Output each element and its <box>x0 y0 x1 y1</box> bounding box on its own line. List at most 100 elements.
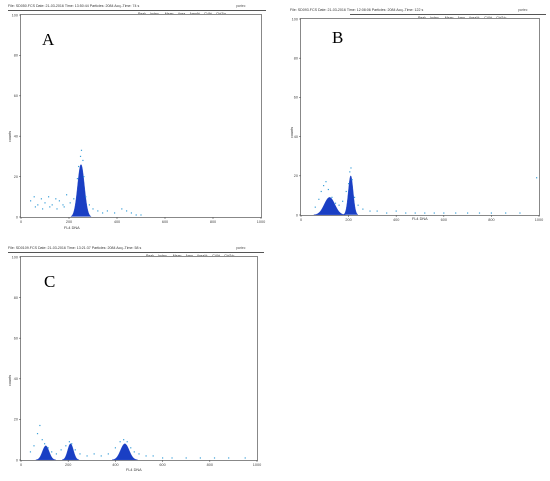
x-tick-label: 0 <box>20 220 22 224</box>
histogram-svg: 0 200 400 600 800 1000 0 20 40 60 80 100 <box>12 13 266 224</box>
data-point <box>126 210 128 212</box>
data-point <box>69 202 71 204</box>
data-point <box>79 155 82 157</box>
x-tick-label: 400 <box>393 218 399 222</box>
data-point <box>36 433 39 435</box>
data-point <box>49 206 51 208</box>
data-point <box>331 196 333 198</box>
data-point <box>42 208 44 210</box>
data-point <box>44 443 46 445</box>
data-point <box>80 149 83 151</box>
data-point <box>351 179 353 181</box>
data-point <box>455 212 457 214</box>
brand-label: partec <box>236 4 246 8</box>
data-point <box>353 196 356 198</box>
histogram-peak <box>112 443 138 461</box>
data-point <box>140 214 142 216</box>
data-point <box>135 214 137 216</box>
data-point <box>92 208 94 210</box>
data-point <box>314 206 316 208</box>
data-point <box>114 212 116 214</box>
data-point <box>334 202 337 204</box>
data-point <box>78 165 80 168</box>
data-point <box>66 194 68 196</box>
data-point <box>86 455 88 457</box>
data-point <box>34 206 36 208</box>
data-point <box>79 453 81 455</box>
data-point <box>39 424 41 427</box>
panel-c: File: SD0109.FCS Date: 21-03-2016 Time: … <box>8 246 264 476</box>
data-point <box>51 451 53 453</box>
data-point <box>40 198 42 200</box>
data-point <box>349 171 351 173</box>
data-point <box>55 453 57 455</box>
header-rule <box>8 252 264 253</box>
y-tick-label: 20 <box>294 174 298 178</box>
x-tick-label: 1000 <box>257 220 265 224</box>
data-point <box>65 445 67 447</box>
data-point <box>85 196 87 198</box>
histogram-plot: 0 200 400 600 800 1000 0 20 40 60 80 100 <box>12 255 262 467</box>
data-point <box>244 457 246 459</box>
data-point <box>88 204 90 206</box>
data-point <box>376 210 378 212</box>
x-tick-label: 600 <box>159 463 165 467</box>
data-point <box>33 445 35 447</box>
data-point <box>83 176 85 178</box>
y-tick-label: 40 <box>14 135 18 139</box>
x-tick-label: 800 <box>488 218 494 222</box>
y-tick-label: 80 <box>14 54 18 58</box>
data-point <box>71 443 73 445</box>
data-point <box>44 202 46 204</box>
data-point <box>29 451 32 453</box>
data-point <box>386 212 388 214</box>
data-point <box>97 210 99 212</box>
y-axis-label: counts <box>8 374 12 386</box>
x-tick-label: 200 <box>65 463 71 467</box>
data-point <box>490 212 492 214</box>
file-info-header: File: SD093.FCS Date: 21-03-2016 Time: 1… <box>290 8 424 12</box>
data-point <box>519 212 521 214</box>
data-point <box>362 208 364 210</box>
data-point <box>424 212 426 214</box>
data-point <box>338 204 340 206</box>
data-point <box>74 449 76 451</box>
data-point <box>348 183 350 185</box>
data-point <box>133 451 135 453</box>
brand-label: partec <box>518 8 528 12</box>
data-point <box>320 190 322 193</box>
header-rule <box>8 10 266 11</box>
data-point <box>414 212 416 214</box>
data-point <box>478 212 481 214</box>
data-point <box>171 457 173 459</box>
data-point <box>48 196 50 198</box>
data-point <box>228 457 230 459</box>
brand-label: partec <box>236 246 246 250</box>
panel-a: File: SD050.FCS Date: 21-03-2016 Time: 1… <box>8 4 266 236</box>
data-point <box>395 210 397 212</box>
data-point <box>51 204 53 206</box>
data-point <box>505 212 507 214</box>
histogram-plot: 0 200 400 600 800 1000 0 20 40 60 80 100 <box>12 13 266 224</box>
data-point <box>62 204 64 206</box>
data-point <box>357 204 359 206</box>
data-point <box>60 449 62 451</box>
data-point <box>138 453 140 455</box>
data-point <box>325 181 327 183</box>
data-point <box>318 198 320 200</box>
panel-letter: B <box>332 28 344 47</box>
histogram-peak <box>35 445 56 461</box>
data-point <box>73 198 75 200</box>
data-point <box>536 177 538 179</box>
data-point <box>76 178 78 180</box>
data-point <box>467 212 469 214</box>
data-point <box>121 208 123 210</box>
histogram-svg: 0 200 400 600 800 1000 0 20 40 60 80 100 <box>292 17 544 222</box>
data-point <box>405 212 407 214</box>
data-point <box>350 167 352 169</box>
y-tick-label: 80 <box>294 57 298 61</box>
y-tick-label: 100 <box>292 17 298 21</box>
histogram-peak <box>62 443 80 461</box>
data-point <box>93 453 95 455</box>
data-point <box>56 208 58 210</box>
